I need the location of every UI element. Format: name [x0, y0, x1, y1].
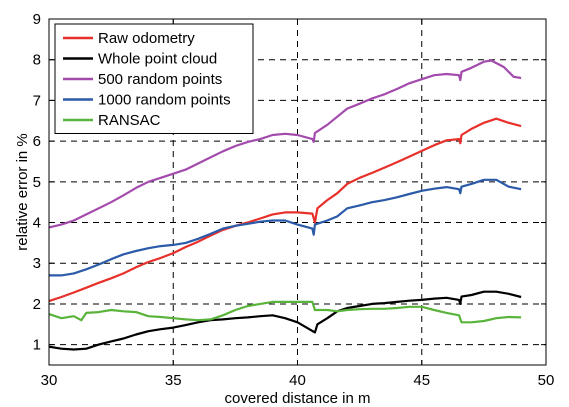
- y-tick-label: 7: [33, 92, 41, 109]
- y-tick-label: 5: [33, 174, 41, 191]
- y-tick-label: 4: [33, 215, 41, 232]
- x-tick-label: 35: [165, 372, 182, 389]
- y-tick-label: 2: [33, 296, 41, 313]
- legend-label-5: RANSAC: [98, 112, 161, 129]
- series-line-4: [49, 178, 522, 277]
- series-lines: [48, 59, 522, 351]
- series-line-1: [48, 117, 522, 303]
- y-tick-label: 3: [33, 255, 41, 272]
- legend-label-1: Raw odometry: [98, 30, 195, 47]
- series-line-2: [48, 290, 522, 351]
- legend-label-4: 1000 random points: [98, 92, 231, 109]
- legend-label-3: 500 random points: [98, 71, 222, 88]
- x-tick-label: 40: [289, 372, 306, 389]
- y-tick-label: 6: [33, 133, 41, 150]
- y-tick-label: 9: [33, 11, 41, 28]
- x-tick-label: 45: [413, 372, 430, 389]
- series-line-3: [48, 59, 522, 229]
- x-axis-label: covered distance in m: [225, 390, 371, 407]
- x-tick-label: 50: [538, 372, 555, 389]
- x-tick-label: 30: [41, 372, 58, 389]
- y-tick-label: 1: [33, 337, 41, 354]
- legend-label-2: Whole point cloud: [98, 51, 217, 68]
- series-line-5: [48, 300, 522, 324]
- y-tick-label: 8: [33, 52, 41, 69]
- legend: Raw odometry Whole point cloud 500 random …: [54, 23, 254, 134]
- y-axis-label: relative error in %: [14, 133, 31, 251]
